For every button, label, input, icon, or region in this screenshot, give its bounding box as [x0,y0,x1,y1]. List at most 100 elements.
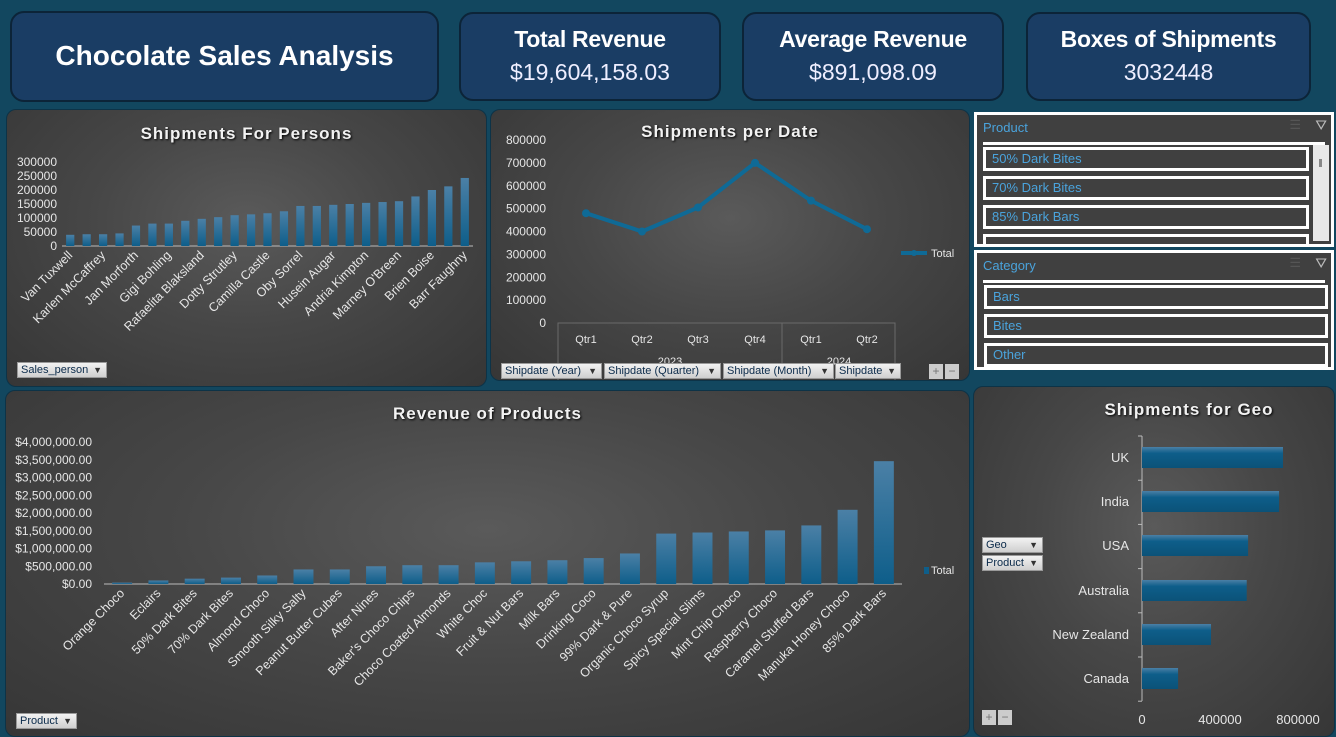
bar [366,566,387,584]
scrollbar-thumb[interactable] [1319,159,1322,167]
bar [444,186,453,246]
shipdate-dropdown[interactable]: Shipdate ▼ [835,363,901,379]
chevron-down-icon: ▼ [887,366,896,376]
bar [115,233,124,246]
expand-button[interactable]: + [929,364,943,379]
multi-select-icon[interactable]: ☰ [1289,117,1301,132]
bar [394,201,404,246]
y-tick-label: $1,000,000.00 [15,542,92,556]
shipdate-quarter-dropdown[interactable]: Shipdate (Quarter) ▼ [604,363,721,379]
bar [293,569,314,584]
product-slicer: Product ☰ ⛛ 50% Dark Bites 70% Dark Bite… [974,112,1334,247]
y-tick-label: $3,000,000.00 [15,471,92,485]
clear-filter-icon[interactable]: ⛛ [1315,255,1327,271]
y-tick-label: 0 [539,316,546,330]
chart-title: Shipments For Persons [140,124,353,143]
dropdown-label: Shipdate [839,365,883,377]
slicer-item[interactable]: Bites [984,314,1328,338]
slicer-item-partial[interactable] [983,234,1309,244]
chart-title: Revenue of Products [392,404,583,423]
kpi-label: Average Revenue [779,26,967,52]
shipdate-year-dropdown[interactable]: Shipdate (Year) ▼ [501,363,602,379]
y-tick-label: India [1101,494,1130,509]
chart-title: Shipments per Date [641,122,819,141]
chevron-down-icon: ▼ [820,366,829,376]
bar [246,214,256,246]
sales-person-filter-dropdown[interactable]: Sales_person ▼ [17,362,107,378]
chevron-down-icon: ▼ [707,366,716,376]
kpi-total-revenue: Total Revenue $19,604,158.03 [459,12,721,101]
slicer-item[interactable]: 85% Dark Bars [983,205,1309,229]
slicer-item[interactable]: Other [984,343,1328,367]
y-tick-label: 200000 [506,270,546,284]
bar [1142,580,1247,601]
y-tick-label: $4,000,000.00 [15,435,92,449]
x-tick-label: Qtr1 [800,334,821,346]
data-point [694,203,702,212]
revenue-products-chart: $0.00 $500,000.00 $1,000,000.00 $1,500,000.… [5,390,970,737]
chevron-down-icon: ▼ [588,366,597,376]
kpi-label: Total Revenue [514,26,666,52]
scrollbar[interactable] [1313,145,1329,241]
bar [263,213,272,246]
y-tick-label: 100000 [17,211,57,225]
bar [98,234,108,246]
dropdown-label: Shipdate (Month) [727,365,812,377]
bar [230,215,239,246]
data-point [582,209,590,218]
bar [329,204,338,246]
collapse-button[interactable]: − [945,364,959,379]
bar [1142,668,1179,689]
chevron-down-icon: ▼ [93,365,102,375]
bar [214,217,223,246]
bar [692,532,713,584]
y-tick-label: 700000 [506,156,546,170]
y-tick-label: 100000 [506,293,546,307]
bar [873,461,894,584]
bar [460,177,469,246]
divider [983,142,1325,145]
shipdate-month-dropdown[interactable]: Shipdate (Month) ▼ [723,363,834,379]
clear-filter-icon[interactable]: ⛛ [1315,117,1327,133]
slicer-item[interactable]: 70% Dark Bites [983,176,1309,200]
bar [728,531,749,584]
y-tick-label: 50000 [24,225,58,239]
geo-filter-dropdown[interactable]: Geo ▼ [982,537,1043,553]
slicer-item[interactable]: 50% Dark Bites [983,147,1309,171]
category-axis-box [557,322,896,380]
legend-label: Total [931,248,954,260]
y-tick-label: $1,500,000.00 [15,524,92,538]
y-tick-label: $3,500,000.00 [15,453,92,467]
bar [257,575,278,584]
bar [619,553,640,584]
x-tick-label: Qtr4 [744,334,765,346]
bar [148,223,157,246]
bar [427,190,437,246]
y-tick-label: 300000 [506,247,546,261]
dropdown-label: Geo [986,539,1007,551]
data-point [863,225,871,234]
x-tick-label: Orange Choco [60,586,127,653]
bar [66,234,75,246]
slicer-item[interactable]: Bars [984,285,1328,309]
expand-button[interactable]: + [982,710,996,725]
y-tick-label: USA [1102,538,1129,553]
dropdown-label: Shipdate (Year) [505,365,582,377]
bar [411,196,420,246]
x-tick-label: 800000 [1276,712,1319,727]
y-tick-label: 800000 [506,133,546,147]
geo-product-dropdown[interactable]: Product ▼ [982,555,1043,571]
category-slicer: Category ☰ ⛛ Bars Bites Other [974,250,1334,370]
data-point [807,196,815,205]
dashboard-title-card: Chocolate Sales Analysis [10,11,439,102]
y-tick-label: 500000 [506,202,546,216]
kpi-value: $19,604,158.03 [510,59,670,85]
y-tick-label: New Zealand [1052,627,1129,642]
bar [112,582,133,584]
collapse-button[interactable]: − [998,710,1012,725]
multi-select-icon[interactable]: ☰ [1289,255,1301,270]
product-filter-dropdown[interactable]: Product ▼ [16,713,77,729]
bar [197,218,206,246]
chart-title: Shipments for Geo [1104,400,1274,419]
bar [547,560,568,584]
